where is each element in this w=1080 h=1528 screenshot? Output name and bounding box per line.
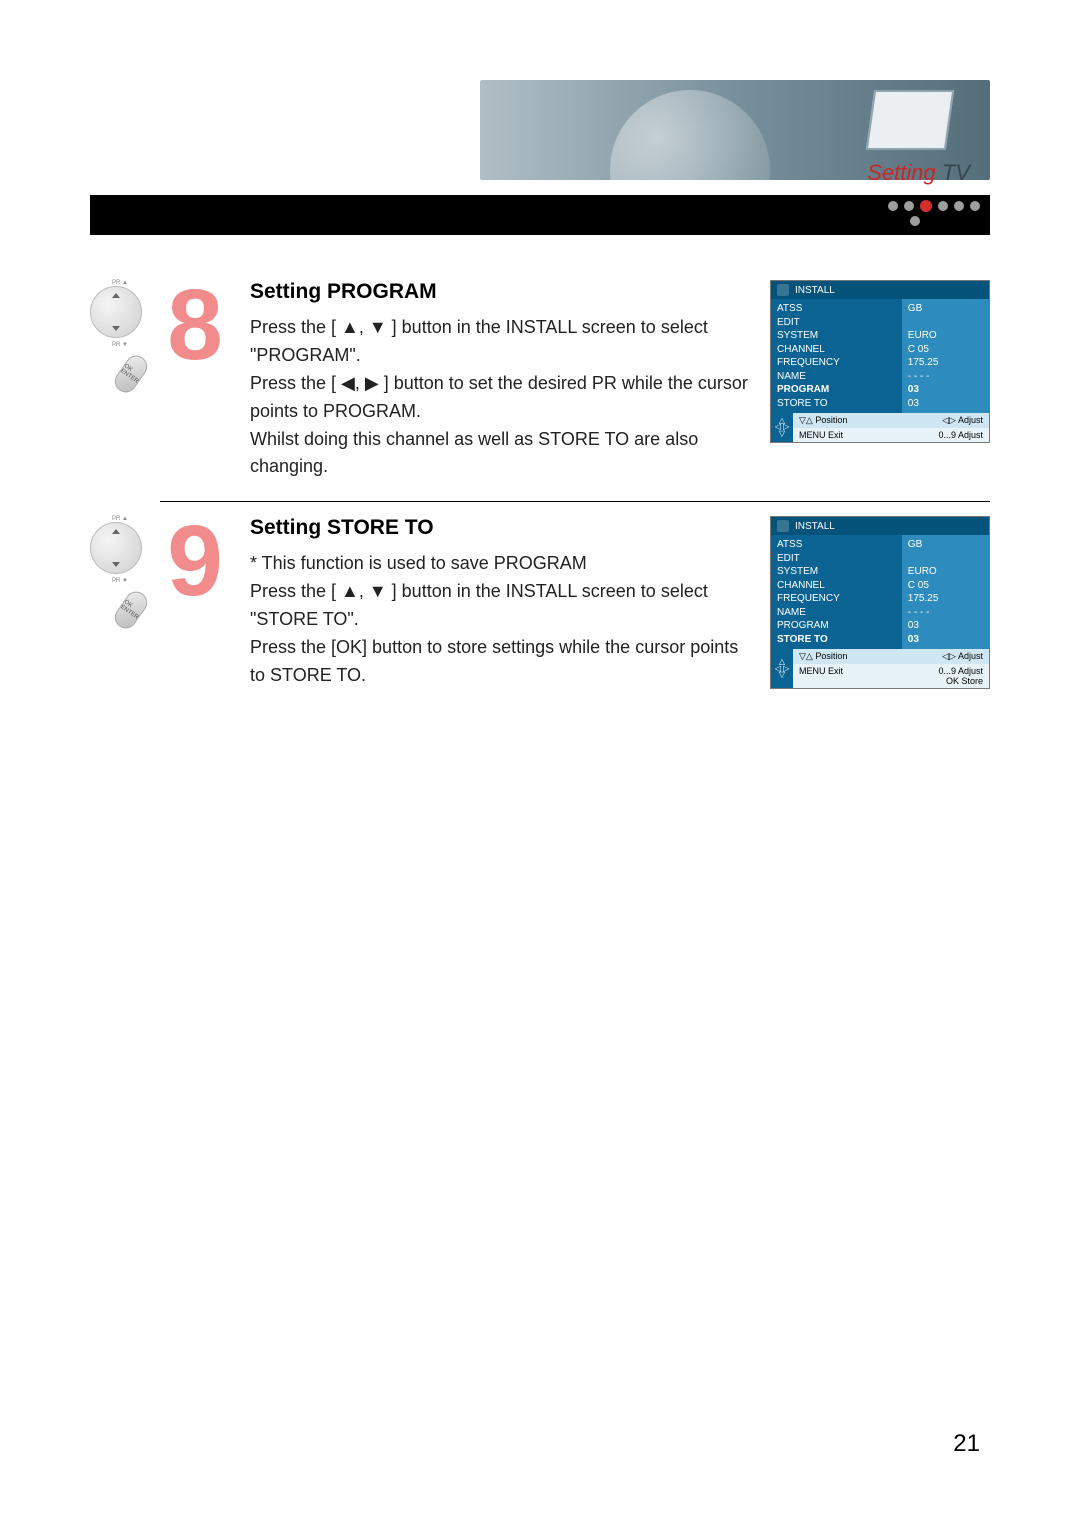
step-text: * This function is used to save PROGRAM … (250, 550, 750, 689)
header-label: Setting TV (867, 160, 970, 186)
arrow-diamond-icon: △◁ ▷▽ (771, 413, 793, 442)
dpad-icon (90, 286, 142, 338)
osd-labels-col: ATSS EDIT SYSTEM CHANNEL FREQUENCY NAME … (771, 535, 902, 649)
osd-header: INSTALL (771, 281, 989, 299)
antenna-icon (777, 520, 789, 532)
step-9: PR ▲ PR ▼ OK ENTER 9 Setting STORE TO * … (160, 516, 990, 689)
header-label-plain: TV (936, 160, 970, 185)
dpad-icon (90, 522, 142, 574)
divider-bar (90, 195, 990, 235)
step-title: Setting PROGRAM (250, 280, 750, 304)
step-title: Setting STORE TO (250, 516, 750, 540)
osd-body: ATSS EDIT SYSTEM CHANNEL FREQUENCY NAME … (771, 535, 989, 649)
tv-icon (866, 90, 954, 150)
content-area: PR ▲ PR ▼ OK ENTER 8 Setting PROGRAM Pre… (160, 280, 990, 690)
osd-screenshot: INSTALL ATSS EDIT SYSTEM CHANNEL FREQUEN… (770, 280, 990, 443)
page-number: 21 (953, 1430, 980, 1458)
remote-illustration: PR ▲ PR ▼ OK ENTER (90, 516, 150, 630)
ok-button-icon: OK ENTER (111, 588, 152, 633)
remote-bottom-label: PR ▼ (90, 342, 150, 348)
osd-labels-col: ATSS EDIT SYSTEM CHANNEL FREQUENCY NAME … (771, 299, 902, 413)
remote-top-label: PR ▲ (90, 280, 150, 286)
step-8: PR ▲ PR ▼ OK ENTER 8 Setting PROGRAM Pre… (160, 280, 990, 481)
osd-title: INSTALL (795, 521, 835, 532)
osd-title: INSTALL (795, 285, 835, 296)
divider (160, 501, 990, 502)
remote-bottom-label: PR ▼ (90, 578, 150, 584)
osd-values-col: GB EURO C 05 175.25 - - - - 03 03 (902, 535, 989, 649)
step-number: 9 (160, 516, 230, 606)
remote-illustration: PR ▲ PR ▼ OK ENTER (90, 280, 150, 394)
osd-header: INSTALL (771, 517, 989, 535)
osd-footer: △◁ ▷▽ ▽△ Position ◁▷ Adjust MENU Exit 0.… (771, 649, 989, 688)
step-text: Press the [ ▲, ▼ ] button in the INSTALL… (250, 314, 750, 481)
osd-screenshot: INSTALL ATSS EDIT SYSTEM CHANNEL FREQUEN… (770, 516, 990, 689)
step-number: 8 (160, 280, 230, 370)
decorative-dots (888, 200, 980, 212)
arrow-diamond-icon: △◁ ▷▽ (771, 649, 793, 688)
osd-values-col: GB EURO C 05 175.25 - - - - 03 03 (902, 299, 989, 413)
osd-footer: △◁ ▷▽ ▽△ Position ◁▷ Adjust MENU Exit 0.… (771, 413, 989, 442)
header-label-bold: Setting (867, 160, 936, 185)
osd-body: ATSS EDIT SYSTEM CHANNEL FREQUENCY NAME … (771, 299, 989, 413)
ok-button-icon: OK ENTER (111, 351, 152, 396)
antenna-icon (777, 284, 789, 296)
